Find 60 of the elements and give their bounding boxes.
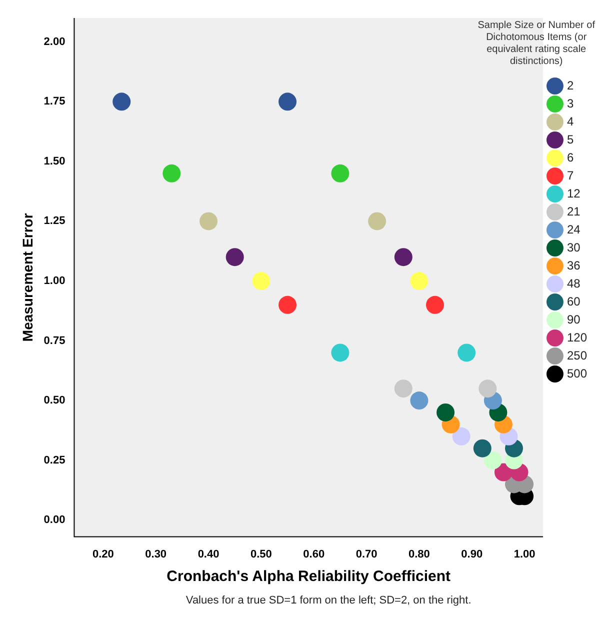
point [410, 272, 428, 290]
point [331, 164, 350, 182]
point [394, 380, 412, 398]
legend-label: 30 [566, 240, 581, 254]
legend-label: 500 [566, 366, 588, 380]
point [452, 427, 470, 446]
x-tick-label: 0.20 [92, 548, 114, 560]
point [410, 392, 428, 410]
point [112, 92, 131, 111]
x-tick-label: 0.30 [145, 548, 167, 560]
point [278, 92, 297, 111]
legend-label: 12 [566, 186, 581, 200]
point [331, 344, 350, 362]
legend-label: 21 [566, 204, 581, 218]
x-tick-label: 0.40 [198, 548, 220, 560]
y-tick-label: 0.50 [44, 394, 66, 407]
legend-label: 120 [566, 330, 588, 344]
y-tick-label: 1.50 [44, 155, 66, 168]
y-tick-label: 0.75 [44, 334, 66, 347]
x-tick-label: 0.80 [408, 548, 430, 560]
point [226, 248, 244, 266]
x-tick-label: 0.70 [356, 548, 378, 560]
y-tick-label: 1.75 [44, 96, 66, 108]
point [458, 344, 476, 362]
legend-label: 5 [566, 132, 574, 146]
point [436, 403, 455, 422]
legend-label: 7 [566, 168, 574, 182]
legend-label: 6 [566, 150, 574, 164]
point [426, 296, 444, 314]
legend-label: 36 [566, 258, 581, 272]
point [278, 296, 297, 314]
point [368, 212, 386, 230]
x-tick-label: 0.50 [250, 548, 272, 560]
legend-label: 48 [566, 276, 581, 290]
y-axis-title: Measurement Error [19, 212, 36, 342]
text: Values for a true SD=1 form on the left; SD=2, on the right. [186, 594, 472, 607]
point [252, 272, 270, 290]
legend-label: 24 [566, 222, 581, 236]
legend-label: 60 [566, 294, 581, 308]
legend-label: 4 [566, 114, 574, 128]
legend-title: Sample Size or Number of Dichotomous Items (or equivalent rating scale distinctions) [478, 20, 596, 67]
point [484, 451, 502, 470]
legend-label: 90 [566, 312, 581, 326]
point [200, 212, 218, 230]
y-tick-label: 1.00 [44, 275, 66, 288]
point [162, 164, 181, 182]
x-tick-label: 1.00 [514, 548, 536, 560]
y-tick-label: 1.25 [44, 215, 66, 228]
x-axis-title: Cronbach's Alpha Reliability Coefficient [166, 568, 451, 586]
point [394, 248, 412, 266]
x-tick-label: 0.60 [303, 548, 325, 560]
legend-label: 250 [566, 348, 588, 362]
point [478, 380, 497, 398]
y-tick-label: 2.00 [44, 36, 66, 48]
legend-label: 2 [566, 78, 574, 92]
x-tick-label: 0.90 [461, 548, 483, 560]
point [473, 439, 492, 458]
y-tick-label: 0.00 [44, 514, 66, 526]
y-tick-label: 0.25 [44, 454, 66, 466]
legend-label: 3 [566, 96, 574, 110]
